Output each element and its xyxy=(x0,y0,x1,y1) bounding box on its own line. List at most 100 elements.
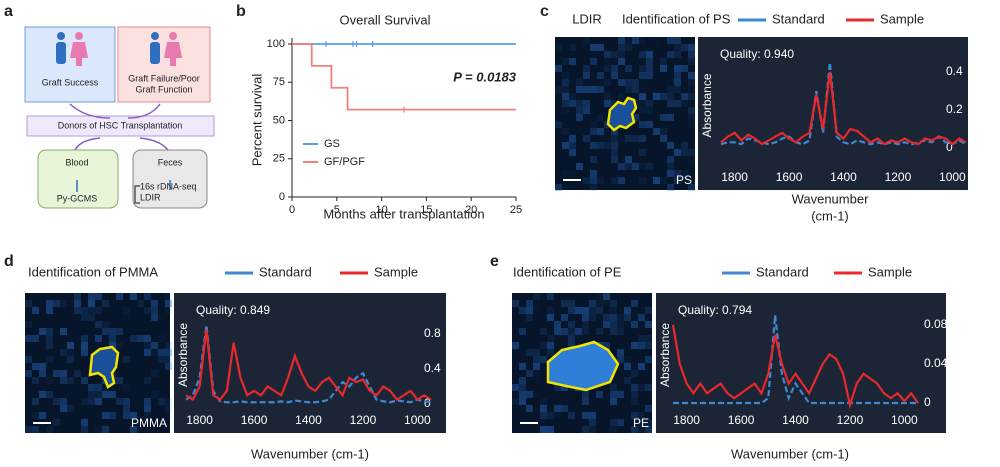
pixel xyxy=(589,307,596,314)
pixel xyxy=(547,307,554,314)
pixel xyxy=(95,398,102,405)
y-tick-label: 0.2 xyxy=(946,102,963,116)
pixel xyxy=(632,114,639,121)
pixel xyxy=(568,412,575,419)
legend-label: Sample xyxy=(880,11,924,26)
pixel xyxy=(632,79,639,86)
pixel xyxy=(554,412,561,419)
pixel xyxy=(151,300,158,307)
panel-label: e xyxy=(490,253,499,270)
pixel xyxy=(60,370,67,377)
pixel xyxy=(25,370,32,377)
pixel xyxy=(575,335,582,342)
pixel xyxy=(67,377,74,384)
node-label: 16s rDNA-seq xyxy=(140,181,197,191)
pixel xyxy=(568,342,575,349)
pixel xyxy=(688,58,695,65)
y-tick-label: 0.4 xyxy=(424,361,441,375)
pixel xyxy=(582,426,589,433)
chart-title: Overall Survival xyxy=(339,12,430,27)
pixel xyxy=(590,156,597,163)
legend-label: Standard xyxy=(756,264,809,279)
legend-label: Standard xyxy=(259,264,312,279)
x-tick-label: 15 xyxy=(420,204,432,216)
node-label: Feces xyxy=(158,157,183,167)
pixel xyxy=(540,398,547,405)
x-tick-label: 1400 xyxy=(295,413,322,427)
pixel xyxy=(88,384,95,391)
pixel xyxy=(25,335,32,342)
x-tick-label: 1200 xyxy=(885,170,912,184)
person-icons xyxy=(56,32,182,66)
pixel xyxy=(638,314,645,321)
pixel xyxy=(688,107,695,114)
pixel xyxy=(603,321,610,328)
pixel xyxy=(590,121,597,128)
pixel xyxy=(81,426,88,433)
pixel xyxy=(46,307,53,314)
image-label: PMMA xyxy=(131,416,167,430)
node-label: Py-GCMS xyxy=(57,193,98,203)
pixel xyxy=(60,398,67,405)
pixel xyxy=(568,307,575,314)
pixel xyxy=(688,44,695,51)
pixel xyxy=(618,79,625,86)
pixel xyxy=(526,300,533,307)
pixel xyxy=(583,37,590,44)
particle-outline xyxy=(546,340,620,392)
pixel xyxy=(555,86,562,93)
annotation: P = 0.0183 xyxy=(453,69,517,84)
pixel xyxy=(583,135,590,142)
pixel xyxy=(562,58,569,65)
pixel xyxy=(624,314,631,321)
pixel xyxy=(123,384,130,391)
pixel xyxy=(583,177,590,184)
node-label: LDIR xyxy=(140,192,161,202)
pixel xyxy=(681,93,688,100)
pixel xyxy=(81,349,88,356)
pixel xyxy=(645,384,652,391)
pixel xyxy=(611,156,618,163)
pixel xyxy=(569,142,576,149)
chart-title: Identification of PS xyxy=(622,11,731,26)
pixel xyxy=(540,412,547,419)
legend-label: GF/PGF xyxy=(324,156,365,168)
pixel xyxy=(116,398,123,405)
pixel xyxy=(533,377,540,384)
pixel xyxy=(88,307,95,314)
pixel xyxy=(158,356,165,363)
pixel xyxy=(625,79,632,86)
pixel xyxy=(645,335,652,342)
y-tick-label: 0 xyxy=(279,191,285,203)
pixel xyxy=(639,121,646,128)
pixel xyxy=(667,170,674,177)
pixel xyxy=(130,335,137,342)
pixel xyxy=(547,314,554,321)
node-label: Blood xyxy=(65,157,88,167)
pixel xyxy=(688,93,695,100)
pixel xyxy=(610,307,617,314)
pixel xyxy=(611,100,618,107)
pixel xyxy=(617,391,624,398)
pixel xyxy=(95,426,102,433)
pixel xyxy=(674,37,681,44)
pixel xyxy=(519,307,526,314)
pixel xyxy=(583,65,590,72)
pixel xyxy=(568,335,575,342)
pixel xyxy=(611,149,618,156)
pixel xyxy=(46,300,53,307)
pixel xyxy=(568,328,575,335)
pixel xyxy=(81,342,88,349)
pixel xyxy=(653,93,660,100)
pixel xyxy=(519,349,526,356)
pixel xyxy=(610,314,617,321)
pixel xyxy=(660,128,667,135)
pixel xyxy=(625,156,632,163)
pixel xyxy=(674,100,681,107)
pixel xyxy=(604,79,611,86)
particle xyxy=(548,342,618,390)
pixel xyxy=(554,384,561,391)
pixel xyxy=(603,293,610,300)
y-tick-label: 25 xyxy=(273,153,285,165)
pixel xyxy=(569,44,576,51)
